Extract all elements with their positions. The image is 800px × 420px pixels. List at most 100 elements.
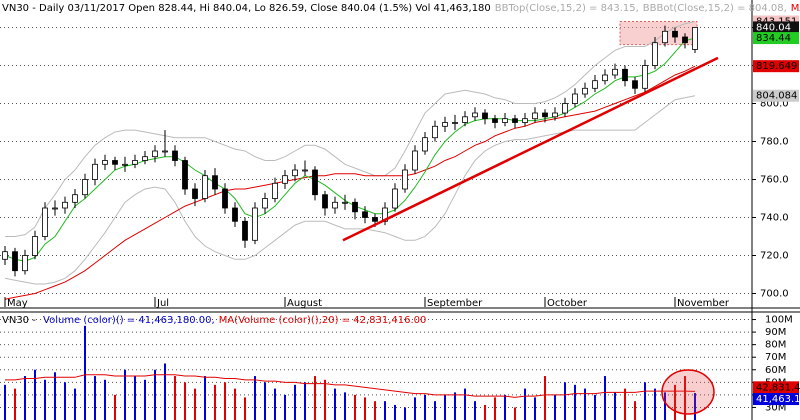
volume-bar xyxy=(144,380,146,420)
volume-bar xyxy=(124,370,126,420)
candle-body xyxy=(73,195,78,203)
volume-bar xyxy=(364,397,366,420)
volume-bar xyxy=(554,395,556,420)
volume-bar xyxy=(574,385,576,420)
candle-body xyxy=(413,151,418,170)
y-tick-label: 740.0 xyxy=(760,213,789,224)
candle-body xyxy=(113,161,118,165)
candle-body xyxy=(633,81,638,89)
volume-bar xyxy=(374,401,376,420)
price-tag: 804.084 xyxy=(756,91,797,102)
volume-bar xyxy=(644,382,646,420)
volume-bar xyxy=(324,380,326,420)
candle-body xyxy=(293,170,298,176)
y-tick-label: 780.0 xyxy=(760,137,789,148)
header-part: Volume (color)() = 41,463,180.00, xyxy=(43,315,215,326)
candle-body xyxy=(153,151,158,157)
candle-body xyxy=(3,252,8,260)
volume-bar xyxy=(484,405,486,420)
candle-body xyxy=(83,180,88,195)
price-tag: 834.44 xyxy=(756,33,791,44)
candle-body xyxy=(303,170,308,171)
volume-bar xyxy=(314,376,316,420)
candle-body xyxy=(493,119,498,123)
candle-body xyxy=(643,66,648,89)
candle-body xyxy=(103,161,108,165)
volume-bar xyxy=(544,376,546,420)
x-tick-label: Jul xyxy=(156,298,169,309)
candle-body xyxy=(433,126,438,137)
candle-body xyxy=(393,189,398,208)
volume-bar xyxy=(654,389,656,420)
candle-body xyxy=(553,113,558,117)
candle-body xyxy=(513,119,518,123)
candle-body xyxy=(453,123,458,124)
volume-bar xyxy=(64,382,66,420)
volume-bar xyxy=(344,392,346,420)
candle-body xyxy=(373,218,378,222)
candle-body xyxy=(273,183,278,198)
volume-bar xyxy=(594,395,596,420)
y-tick-label: 100M xyxy=(765,315,793,326)
y-tick-label: 60M xyxy=(765,365,786,376)
candle-body xyxy=(573,94,578,104)
candle-body xyxy=(603,75,608,81)
price-tag: 819.649 xyxy=(756,61,797,72)
panel-header: VN30 - Volume (color)() = 41,463,180.00,… xyxy=(2,315,426,326)
volume-bar xyxy=(284,395,286,420)
candle-body xyxy=(323,195,328,208)
candle-body xyxy=(473,113,478,117)
candle-body xyxy=(43,208,48,237)
candle-body xyxy=(163,151,168,152)
candle-body xyxy=(593,81,598,89)
volume-bar xyxy=(24,376,26,420)
candle-body xyxy=(253,208,258,240)
volume-bar xyxy=(234,389,236,420)
volume-bar xyxy=(414,397,416,420)
header-part: BBBot(Close,15,2) = 804.08, xyxy=(643,3,787,14)
volume-bar xyxy=(154,370,156,420)
volume-bar xyxy=(264,382,266,420)
candle-body xyxy=(443,123,448,127)
chart: VN30 - Daily 03/11/2017 Open 828.44, Hi … xyxy=(0,0,800,420)
volume-bar xyxy=(134,376,136,420)
header-part: VN30 - xyxy=(2,315,39,326)
volume-bar xyxy=(74,389,76,420)
volume-bar xyxy=(84,326,86,420)
candle-body xyxy=(503,119,508,123)
volume-bar xyxy=(474,401,476,420)
header-part: BBTop(Close,15,2) = 843.15, xyxy=(495,3,639,14)
y-tick-label: 90M xyxy=(765,327,786,338)
header-part: VN30 - Daily 03/11/2017 Open 828.44, Hi … xyxy=(2,3,491,14)
candle-body xyxy=(223,189,228,208)
volume-bar xyxy=(534,397,536,420)
volume-bar xyxy=(114,395,116,420)
candle-body xyxy=(283,176,288,184)
volume-bar xyxy=(94,376,96,420)
volume-bar xyxy=(4,385,6,420)
candle-body xyxy=(93,164,98,179)
volume-bar xyxy=(104,380,106,420)
candle-body xyxy=(523,119,528,123)
volume-bar xyxy=(514,407,516,420)
volume-bar xyxy=(34,370,36,420)
volume-bar xyxy=(244,397,246,420)
volume-bar xyxy=(354,395,356,420)
x-tick-label: October xyxy=(547,298,588,309)
y-tick-label: 700.0 xyxy=(760,289,789,300)
volume-bar xyxy=(504,395,506,420)
candle-body xyxy=(233,208,238,221)
volume-bar xyxy=(204,376,206,420)
volume-bar xyxy=(304,382,306,420)
candle-body xyxy=(363,212,368,218)
price-tag: 42,831.41 xyxy=(756,382,800,393)
candle-body xyxy=(403,170,408,189)
y-tick-label: 70M xyxy=(765,352,786,363)
candle-body xyxy=(263,199,268,209)
volume-bar xyxy=(184,382,186,420)
volume-bar xyxy=(624,389,626,420)
volume-bar xyxy=(224,382,226,420)
panel-header: VN30 - Daily 03/11/2017 Open 828.44, Hi … xyxy=(2,3,800,14)
volume-bar xyxy=(384,401,386,420)
candle-body xyxy=(653,43,658,66)
